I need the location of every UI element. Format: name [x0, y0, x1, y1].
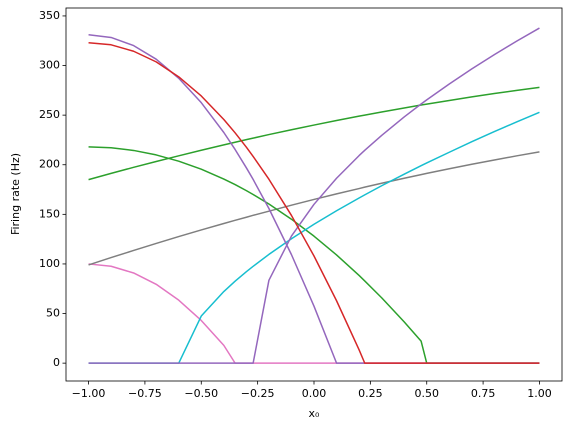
line-series: [88, 41, 540, 364]
y-tick-label: 300: [39, 59, 60, 72]
x-tick-label: −1.00: [72, 387, 106, 400]
x-axis-label: x₀: [309, 407, 321, 420]
line-series: [88, 86, 540, 181]
y-tick-label: 200: [39, 158, 60, 171]
x-tick-label: −0.25: [241, 387, 275, 400]
x-tick-label: 0.25: [358, 387, 383, 400]
line-series: [88, 263, 540, 364]
line-series: [88, 27, 540, 364]
y-tick-label: 50: [46, 307, 60, 320]
x-tick-label: −0.50: [184, 387, 218, 400]
y-tick-label: 150: [39, 207, 60, 220]
x-tick-label: 0.00: [302, 387, 327, 400]
y-tick-label: 350: [39, 9, 60, 22]
y-tick-label: 100: [39, 257, 60, 270]
y-tick-label: 250: [39, 108, 60, 121]
y-tick-label: 0: [53, 356, 60, 369]
y-axis-label: Firing rate (Hz): [9, 153, 22, 235]
plot-frame: [65, 7, 563, 382]
line-series: [88, 151, 540, 266]
x-tick-label: 0.50: [414, 387, 439, 400]
x-tick-label: −0.75: [128, 387, 162, 400]
line-series: [88, 111, 540, 364]
x-tick-label: 1.00: [527, 387, 552, 400]
x-tick-label: 0.75: [471, 387, 496, 400]
